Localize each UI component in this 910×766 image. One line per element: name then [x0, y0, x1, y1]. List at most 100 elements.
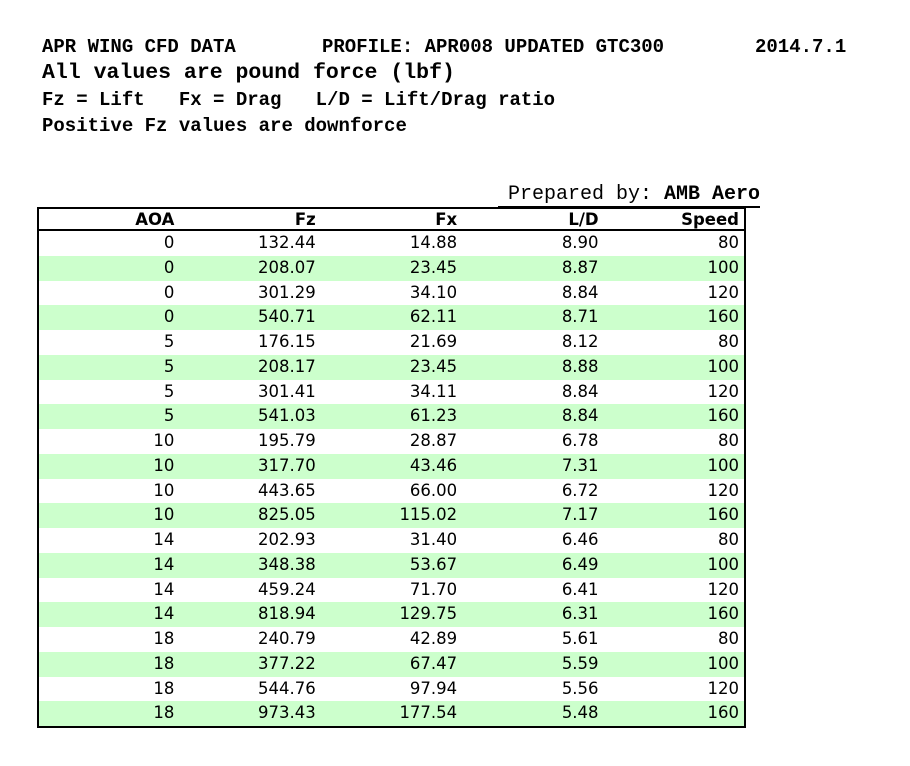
table-cell: 100: [603, 255, 745, 281]
table-cell: 80: [603, 230, 745, 256]
table-row: 10 443.65 66.00 6.72 120: [38, 478, 745, 504]
table-cell: 18: [38, 651, 180, 677]
table-cell: 23.45: [320, 255, 463, 281]
table-cell: 66.00: [320, 478, 463, 504]
prepared-by-label: Prepared by:: [507, 183, 652, 206]
table-cell: 14.88: [320, 230, 463, 256]
table-row: 0 301.29 34.10 8.84 120: [38, 280, 745, 306]
table-cell: 129.75: [320, 602, 463, 627]
table-cell: 14: [38, 602, 180, 627]
table-cell: 5: [38, 330, 180, 355]
table-cell: 43.46: [320, 453, 463, 479]
column-header-speed: Speed: [603, 208, 745, 231]
table-cell: 100: [603, 552, 745, 578]
column-header-ld: L/D: [462, 208, 604, 231]
table-cell: 8.88: [462, 354, 604, 380]
table-cell: 208.07: [179, 255, 321, 281]
table-cell: 61.23: [320, 404, 463, 429]
table-cell: 6.78: [462, 429, 604, 454]
table-cell: 195.79: [179, 429, 321, 454]
table-cell: 120: [603, 478, 745, 504]
table-row: 18 377.22 67.47 5.59 100: [38, 651, 745, 677]
table-cell: 160: [603, 701, 745, 727]
table-row: 10 195.79 28.87 6.78 80: [38, 429, 745, 454]
table-cell: 301.41: [179, 379, 321, 405]
table-cell: 160: [603, 404, 745, 429]
table-cell: 8.84: [462, 280, 604, 306]
table-cell: 8.90: [462, 230, 604, 256]
table-header: AOA Fz Fx L/D Speed: [38, 208, 745, 231]
table-body: 0 132.44 14.88 8.90 80 0 208.07 23.45 8.87 100 0 30…: [38, 230, 745, 727]
table-cell: 42.89: [320, 627, 463, 652]
table-cell: 120: [603, 280, 745, 306]
table-cell: 973.43: [179, 701, 321, 727]
table-cell: 34.10: [320, 280, 463, 306]
table-cell: 177.54: [320, 701, 463, 727]
prepared-by-space: [652, 183, 664, 206]
table-cell: 0: [38, 230, 180, 256]
table-cell: 240.79: [179, 627, 321, 652]
table-row: 14 818.94 129.75 6.31 160: [38, 602, 745, 627]
table-cell: 6.46: [462, 528, 604, 553]
table-row: 0 132.44 14.88 8.90 80: [38, 230, 745, 256]
table-cell: 377.22: [179, 651, 321, 677]
table-cell: 317.70: [179, 453, 321, 479]
table-row: 5 301.41 34.11 8.84 120: [38, 379, 745, 405]
table-row: 18 240.79 42.89 5.61 80: [38, 627, 745, 652]
table-cell: 818.94: [179, 602, 321, 627]
doc-profile: PROFILE: APR008 UPDATED GTC300: [322, 36, 665, 58]
table-cell: 7.17: [462, 503, 604, 528]
table-cell: 5.48: [462, 701, 604, 727]
table-cell: 8.84: [462, 404, 604, 429]
table-cell: 540.71: [179, 305, 321, 330]
table-cell: 5: [38, 379, 180, 405]
table-cell: 115.02: [320, 503, 463, 528]
table-cell: 18: [38, 676, 180, 702]
cfd-data-table: AOA Fz Fx L/D Speed 0 132.44 14.88 8.90 80 0 2…: [37, 207, 746, 728]
table-cell: 0: [38, 255, 180, 281]
table-cell: 541.03: [179, 404, 321, 429]
table-cell: 132.44: [179, 230, 321, 256]
table-cell: 544.76: [179, 676, 321, 702]
table-cell: 14: [38, 552, 180, 578]
document-header: APR WING CFD DATA PROFILE: APR008 UPDATE…: [42, 35, 872, 139]
table-cell: 6.31: [462, 602, 604, 627]
table-cell: 825.05: [179, 503, 321, 528]
table-cell: 6.72: [462, 478, 604, 504]
table-cell: 100: [603, 651, 745, 677]
table-cell: 6.49: [462, 552, 604, 578]
table-cell: 459.24: [179, 577, 321, 603]
table-cell: 21.69: [320, 330, 463, 355]
table-cell: 348.38: [179, 552, 321, 578]
table-row: 10 317.70 43.46 7.31 100: [38, 453, 745, 479]
table-cell: 5.59: [462, 651, 604, 677]
table-cell: 80: [603, 330, 745, 355]
header-line-1: APR WING CFD DATA PROFILE: APR008 UPDATE…: [42, 35, 872, 59]
table-cell: 80: [603, 627, 745, 652]
table-row: 18 544.76 97.94 5.56 120: [38, 676, 745, 702]
table-cell: 7.31: [462, 453, 604, 479]
table-cell: 62.11: [320, 305, 463, 330]
table-cell: 10: [38, 453, 180, 479]
doc-note: Positive Fz values are downforce: [42, 115, 407, 137]
table-cell: 97.94: [320, 676, 463, 702]
table-cell: 80: [603, 429, 745, 454]
doc-legend: Fz = Lift Fx = Drag L/D = Lift/Drag rati…: [42, 89, 556, 111]
table-cell: 5: [38, 404, 180, 429]
table-cell: 18: [38, 627, 180, 652]
table-cell: 160: [603, 602, 745, 627]
prepared-by-text: Prepared by: AMB Aero: [497, 183, 760, 208]
column-header-aoa: AOA: [38, 208, 180, 231]
table-cell: 18: [38, 701, 180, 727]
table-row: 5 176.15 21.69 8.12 80: [38, 330, 745, 355]
table-cell: 6.41: [462, 577, 604, 603]
doc-version: 2014.7.1: [755, 36, 847, 58]
table-cell: 10: [38, 429, 180, 454]
table-cell: 120: [603, 676, 745, 702]
table-cell: 14: [38, 577, 180, 603]
table-row: 18 973.43 177.54 5.48 160: [38, 701, 745, 727]
prepared-by-line: Prepared by: AMB Aero: [37, 184, 760, 208]
prepared-by-value: AMB Aero: [663, 183, 760, 206]
table-cell: 23.45: [320, 354, 463, 380]
table-row: 0 540.71 62.11 8.71 160: [38, 305, 745, 330]
